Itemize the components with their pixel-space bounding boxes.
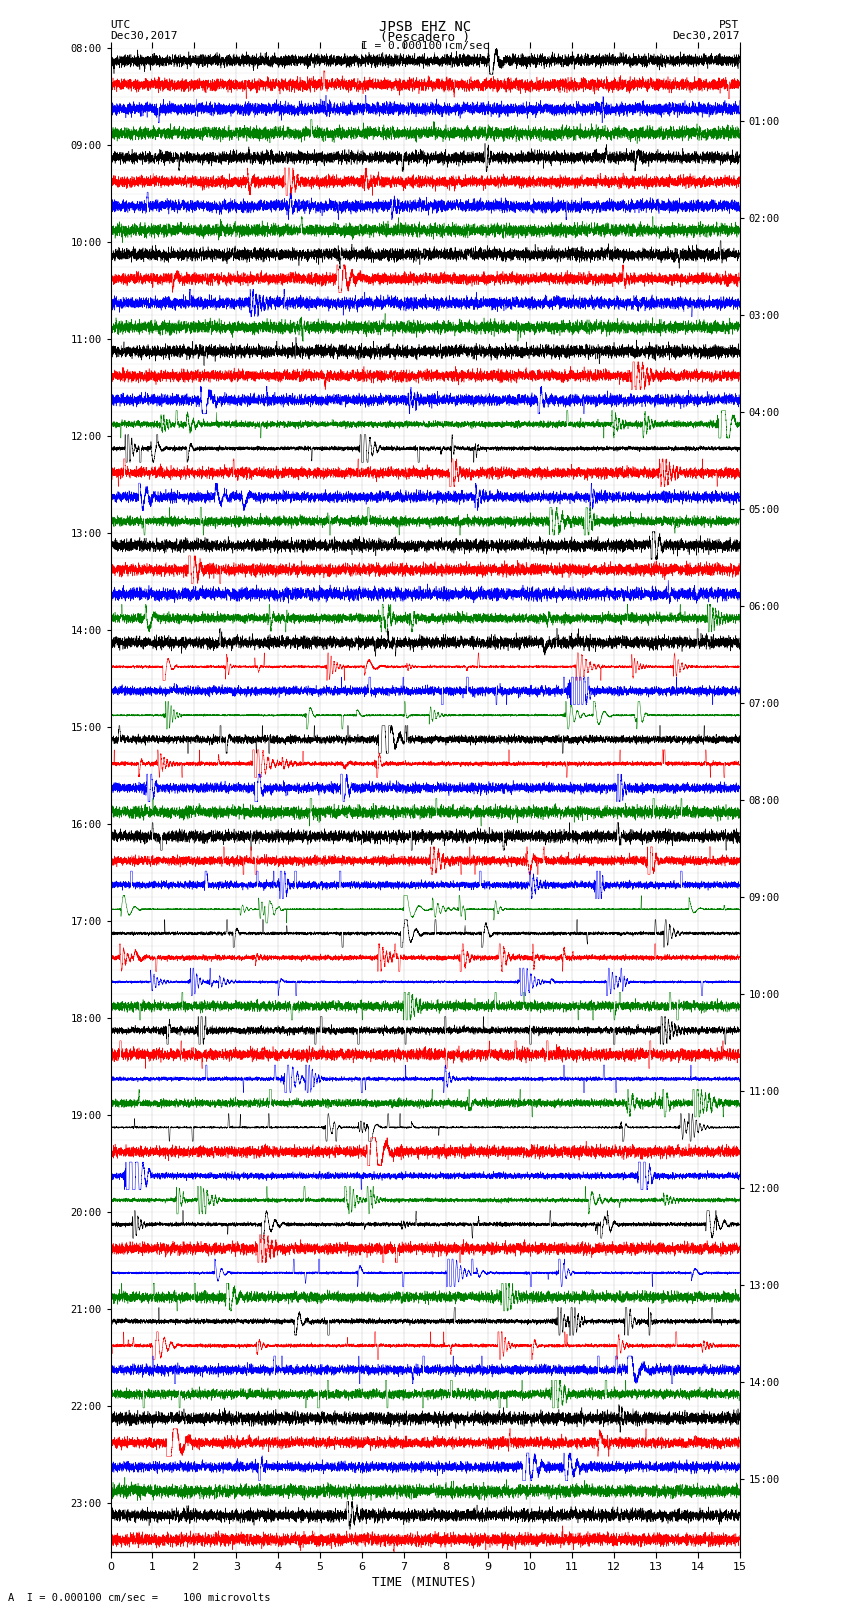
Text: Dec30,2017: Dec30,2017 [672,31,740,40]
Text: (Pescadero ): (Pescadero ) [380,31,470,44]
Text: A  I = 0.000100 cm/sec =    100 microvolts: A I = 0.000100 cm/sec = 100 microvolts [8,1594,271,1603]
Text: UTC: UTC [110,19,131,31]
Text: JPSB EHZ NC: JPSB EHZ NC [379,19,471,34]
Text: Dec30,2017: Dec30,2017 [110,31,178,40]
Text: PST: PST [719,19,740,31]
Text: I = 0.000100 cm/sec: I = 0.000100 cm/sec [361,40,489,52]
X-axis label: TIME (MINUTES): TIME (MINUTES) [372,1576,478,1589]
